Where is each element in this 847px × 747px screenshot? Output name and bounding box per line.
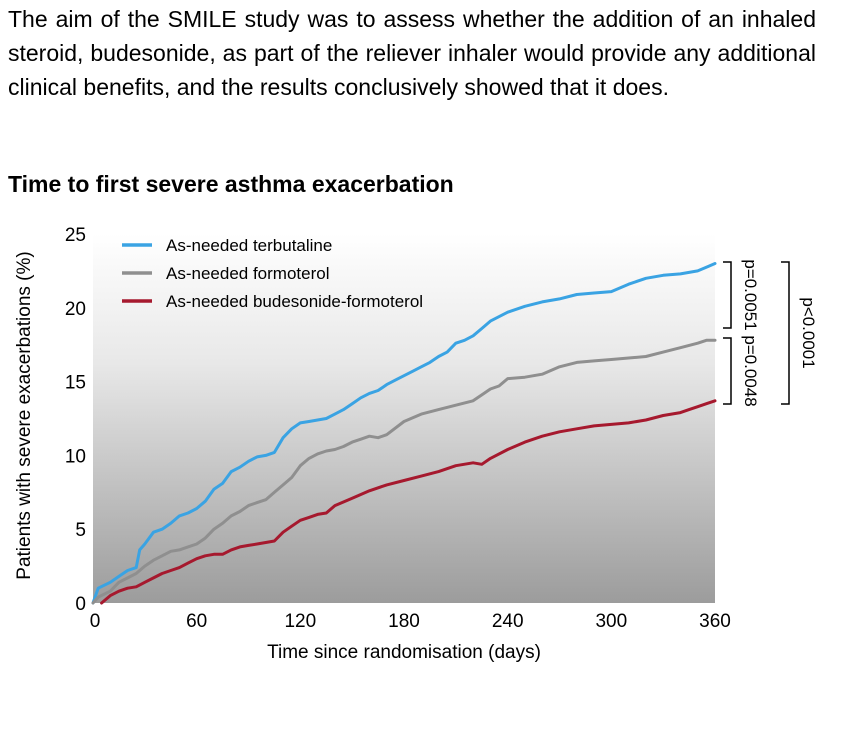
- p-formoterol-budesonide-bracket: [723, 337, 732, 405]
- x-axis-label: Time since randomisation (days): [267, 642, 541, 663]
- legend-label: As-needed budesonide-formoterol: [166, 292, 423, 311]
- x-tick-label: 180: [388, 611, 420, 632]
- p-terbutaline-budesonide-label: p<0.0001: [799, 297, 818, 368]
- p-terbutaline-formoterol-bracket: [723, 261, 732, 329]
- x-tick-label: 0: [90, 611, 101, 632]
- series-line-3: [100, 399, 717, 605]
- legend-label: As-needed terbutaline: [166, 236, 332, 255]
- x-tick-label: 60: [186, 611, 207, 632]
- series-line-2: [91, 338, 717, 605]
- y-tick-label: 5: [75, 520, 86, 541]
- y-tick-label: 0: [75, 594, 86, 615]
- y-tick-label: 10: [65, 446, 86, 467]
- legend-label: As-needed formoterol: [166, 264, 329, 283]
- y-tick-label: 25: [65, 225, 86, 246]
- y-tick-label: 20: [65, 299, 86, 320]
- x-tick-label: 120: [284, 611, 316, 632]
- intro-paragraph: The aim of the SMILE study was to assess…: [8, 6, 816, 100]
- y-tick-label: 15: [65, 373, 86, 394]
- y-axis-label: Patients with severe exacerbations (%): [14, 251, 35, 579]
- series-line-1: [91, 262, 717, 605]
- p-formoterol-budesonide-label: p=0.0048: [741, 335, 760, 406]
- x-tick-label: 360: [699, 611, 731, 632]
- p-terbutaline-formoterol-label: p=0.0051: [741, 259, 760, 330]
- x-tick-label: 240: [492, 611, 524, 632]
- chart-title: Time to first severe asthma exacerbation: [8, 171, 454, 197]
- plot-area: [93, 234, 715, 603]
- x-tick-label: 300: [595, 611, 627, 632]
- p-terbutaline-budesonide-bracket: [781, 261, 790, 405]
